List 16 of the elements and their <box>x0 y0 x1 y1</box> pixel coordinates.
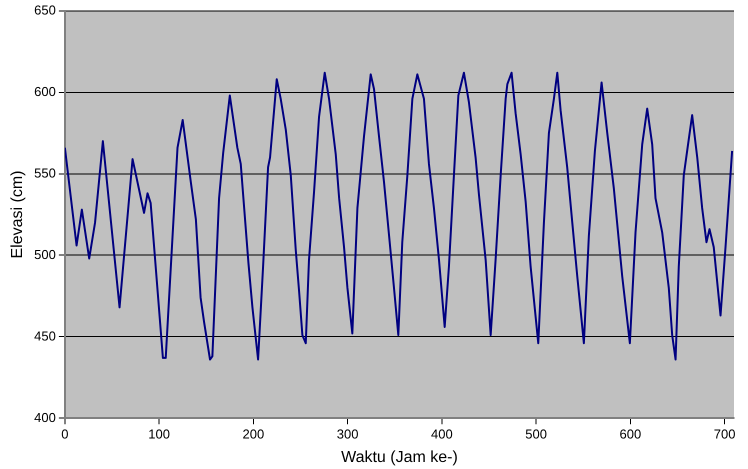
y-tick-label: 450 <box>34 328 56 344</box>
x-tick-label: 400 <box>431 426 453 442</box>
x-tick-label: 700 <box>714 426 736 442</box>
x-tick-label: 100 <box>148 426 170 442</box>
x-tick-label: 500 <box>525 426 547 442</box>
x-axis-title: Waktu (Jam ke-) <box>341 448 458 466</box>
y-tick-label: 550 <box>34 165 56 180</box>
y-axis-title: Elevasi (cm) <box>9 170 26 259</box>
y-tick-label: 500 <box>34 246 56 262</box>
x-tick-label: 600 <box>619 426 642 442</box>
x-tick-label: 0 <box>61 426 69 442</box>
x-tick-label: 200 <box>242 426 264 442</box>
x-tick-label: 300 <box>336 426 358 442</box>
y-tick-label: 650 <box>34 2 56 18</box>
y-tick-label: 600 <box>34 84 56 99</box>
y-tick-label: 400 <box>34 410 56 425</box>
